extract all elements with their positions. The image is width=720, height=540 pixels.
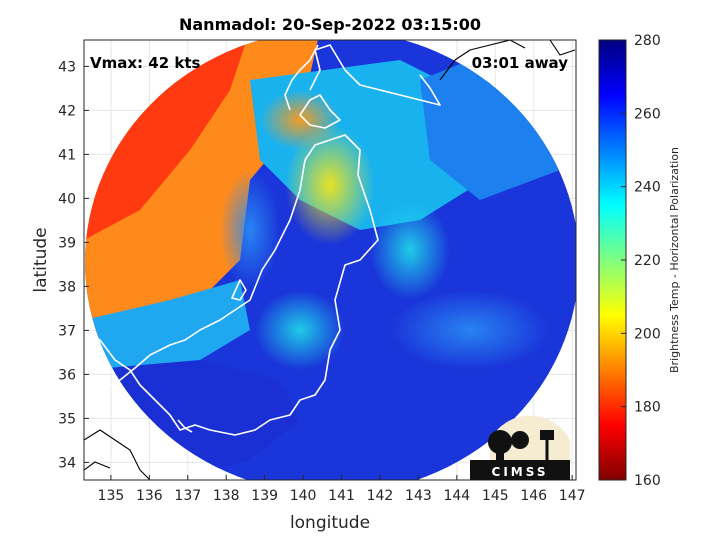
orange-core <box>260 90 340 150</box>
y-tick-label: 37 <box>58 323 76 339</box>
mid-blue-ne <box>420 60 560 200</box>
sado-island <box>231 279 247 301</box>
x-tick-label: 138 <box>213 488 240 504</box>
vmax-annotation: Vmax: 42 kts <box>90 54 200 72</box>
x-tick-label: 135 <box>98 488 125 504</box>
hokkaido-east-coast <box>439 40 526 81</box>
kii-coast <box>177 419 193 433</box>
colorbar-ticks: 160 180 200 220 240 260 280 <box>621 33 661 489</box>
x-tick-label: 142 <box>367 488 394 504</box>
y-tick-label: 41 <box>58 147 76 163</box>
light-blue-w <box>220 170 280 290</box>
x-tick-label: 144 <box>443 488 470 504</box>
x-tick-label: 140 <box>290 488 317 504</box>
light-blue-se <box>390 290 550 370</box>
satellite-swath <box>85 40 576 480</box>
colorbar-tick-label: 260 <box>634 106 661 122</box>
colorbar-tick-label: 160 <box>634 473 661 489</box>
kyushu-coast <box>84 461 111 471</box>
y-tick-label: 40 <box>58 191 76 207</box>
honshu-east-coast <box>84 134 379 436</box>
shikoku-coast <box>84 429 151 480</box>
y-tick-label: 43 <box>58 59 76 75</box>
y-tick-label: 38 <box>58 279 76 295</box>
y-tick-label: 34 <box>58 455 76 471</box>
kuril-coast <box>549 40 576 56</box>
dark-blue-s <box>85 360 300 480</box>
colorbar-label: Brightness Temp - Horizontal Polarizatio… <box>668 147 681 373</box>
x-tick-label: 145 <box>482 488 509 504</box>
colorbar-tick-label: 180 <box>634 400 661 416</box>
chart-title: Nanmadol: 20-Sep-2022 03:15:00 <box>179 15 481 34</box>
x-axis-label: longitude <box>290 513 370 533</box>
y-tick-label: 36 <box>58 367 76 383</box>
y-tick-label: 35 <box>58 411 76 427</box>
colorbar-tick-label: 280 <box>634 33 661 49</box>
axis-ticks: 135 136 137 138 139 140 141 142 143 144 145 146 147 3… <box>58 59 585 504</box>
logo-text: CIMSS <box>492 465 549 479</box>
cyan-region-sw <box>85 280 250 380</box>
y-tick-label: 42 <box>58 103 76 119</box>
honshu-west-coast <box>84 159 306 396</box>
x-tick-label: 137 <box>174 488 201 504</box>
time-away-annotation: 03:01 away <box>472 54 569 72</box>
x-tick-label: 141 <box>328 488 355 504</box>
colorbar-tick-label: 220 <box>634 253 661 269</box>
hokkaido-coast <box>309 44 441 106</box>
x-tick-label: 147 <box>559 488 586 504</box>
colorbar-tick-label: 200 <box>634 326 661 342</box>
colorbar-tick-label: 240 <box>634 180 661 196</box>
y-tick-label: 39 <box>58 235 76 251</box>
cyan-blob-c <box>255 290 345 370</box>
coastlines <box>84 40 576 480</box>
x-tick-label: 139 <box>251 488 278 504</box>
hokkaido-west <box>284 44 319 111</box>
x-tick-label: 146 <box>520 488 547 504</box>
y-axis-label: latitude <box>31 227 51 292</box>
x-tick-label: 143 <box>405 488 432 504</box>
plot-frame <box>83 39 577 481</box>
cimss-logo: CIMSS <box>470 415 570 480</box>
cyan-blob-e <box>370 200 450 300</box>
x-tick-label: 136 <box>136 488 163 504</box>
tsugaru-land <box>299 94 341 129</box>
